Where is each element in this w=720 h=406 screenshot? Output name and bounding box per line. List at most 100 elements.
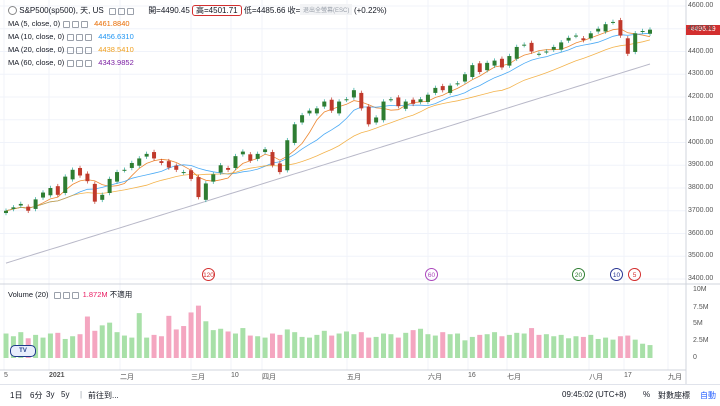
collapse-icon[interactable] (8, 6, 17, 16)
eye-icon[interactable] (108, 7, 116, 15)
volume-bar (640, 343, 646, 358)
indicator-label[interactable]: MA (20, close, 0) (8, 45, 65, 54)
candle-body (129, 162, 134, 168)
volume-bar (610, 339, 616, 358)
candle-body (596, 28, 601, 32)
candle-body (425, 94, 430, 103)
volume-bar (403, 332, 409, 358)
volume-value: 1.872M (82, 290, 108, 299)
volume-bar (314, 334, 320, 358)
candle-body (196, 177, 201, 198)
price-tick: 3400.00 (688, 275, 714, 282)
candle-body (78, 167, 83, 176)
auto-scale-toggle[interactable]: 自動 (700, 391, 716, 400)
volume-bar (210, 330, 216, 358)
event-marker[interactable]: 20 (572, 268, 585, 281)
close-icon[interactable] (81, 21, 89, 29)
candle-body (648, 29, 652, 34)
candle-body (166, 161, 171, 168)
candle-body (529, 42, 534, 52)
time-tick: 四月 (262, 374, 276, 381)
settings-icon[interactable] (76, 47, 84, 55)
volume-bar (70, 336, 76, 358)
indicator-label[interactable]: MA (10, close, 0) (8, 32, 65, 41)
log-scale-toggle[interactable]: 對數座標 (658, 391, 690, 400)
event-marker[interactable]: 5 (628, 268, 641, 281)
volume-bar (218, 328, 224, 358)
candle-body (448, 85, 453, 93)
eye-icon[interactable] (67, 47, 75, 55)
volume-bar (151, 334, 157, 358)
settings-icon[interactable] (76, 34, 84, 42)
range-1d[interactable]: 1日 (10, 391, 23, 400)
candle-body (159, 161, 164, 163)
volume-bar (647, 345, 653, 358)
volume-tick: 0 (693, 354, 697, 361)
candle-body (374, 117, 379, 123)
volume-bar (269, 333, 275, 358)
eye-icon[interactable] (63, 21, 71, 29)
settings-icon[interactable] (76, 60, 84, 68)
eye-icon[interactable] (67, 60, 75, 68)
eye-icon[interactable] (67, 34, 75, 42)
eye-icon[interactable] (53, 292, 61, 300)
candle-body (314, 108, 319, 114)
last-price-badge: 4496.19 (686, 25, 720, 35)
candle-body (366, 106, 371, 125)
percent-toggle[interactable]: % (643, 390, 651, 399)
candle-body (137, 158, 142, 166)
range-3y[interactable]: 3y (46, 390, 55, 399)
volume-bar (77, 334, 83, 358)
candle-body (181, 172, 186, 174)
candle-body (462, 74, 467, 82)
event-marker[interactable]: 60 (425, 268, 438, 281)
exit-fullscreen-hint[interactable]: 退出全螢幕(ESC) (300, 4, 353, 15)
volume-bar (351, 334, 357, 358)
candle-body (322, 101, 327, 107)
event-marker[interactable]: 10 (610, 268, 623, 281)
candle-body (618, 20, 623, 36)
volume-bar (373, 336, 379, 358)
settings-icon[interactable] (117, 7, 125, 15)
volume-bar (107, 322, 113, 358)
candle-body (92, 183, 97, 202)
close-icon[interactable] (85, 34, 93, 42)
candle-body (470, 65, 475, 77)
indicator-label[interactable]: MA (5, close, 0) (8, 19, 61, 28)
indicator-label[interactable]: MA (60, close, 0) (8, 58, 65, 67)
range-6m[interactable]: 6分 (30, 391, 43, 400)
volume-bar (166, 315, 172, 358)
candle-body (115, 172, 120, 182)
more-icon[interactable] (126, 7, 134, 15)
range-5y[interactable]: 5y (61, 390, 70, 399)
candle-body (329, 99, 334, 111)
clock-label[interactable]: 09:45:02 (UTC+8) (562, 390, 627, 399)
candle-body (455, 83, 460, 85)
candle-body (351, 90, 356, 98)
volume-label[interactable]: Volume (20) (8, 290, 49, 299)
volume-bar (388, 334, 394, 358)
price-tick: 3500.00 (688, 252, 714, 260)
candle-body (551, 46, 556, 50)
volume-tick: 2.5M (693, 337, 709, 344)
ohlc-open: 開=4490.45 (148, 6, 190, 15)
candle-body (226, 167, 231, 170)
volume-bar (529, 328, 535, 358)
settings-icon[interactable] (72, 21, 80, 29)
close-icon[interactable] (71, 292, 79, 300)
time-tick: 二月 (120, 374, 134, 381)
symbol-title[interactable]: S&P500(sp500), 天, US (19, 6, 104, 15)
event-marker[interactable]: 120 (202, 268, 215, 281)
close-icon[interactable] (85, 60, 93, 68)
candle-body (11, 207, 16, 209)
volume-bar (455, 333, 461, 358)
settings-icon[interactable] (62, 292, 70, 300)
volume-bar (3, 333, 9, 358)
ohlc-change: +9.96 (+0.22%) (331, 6, 387, 15)
candle-body (218, 165, 223, 173)
candle-body (48, 188, 53, 196)
price-tick: 3700.00 (688, 206, 714, 214)
goto-date-button[interactable]: 前往到... (88, 391, 119, 400)
close-icon[interactable] (85, 47, 93, 55)
